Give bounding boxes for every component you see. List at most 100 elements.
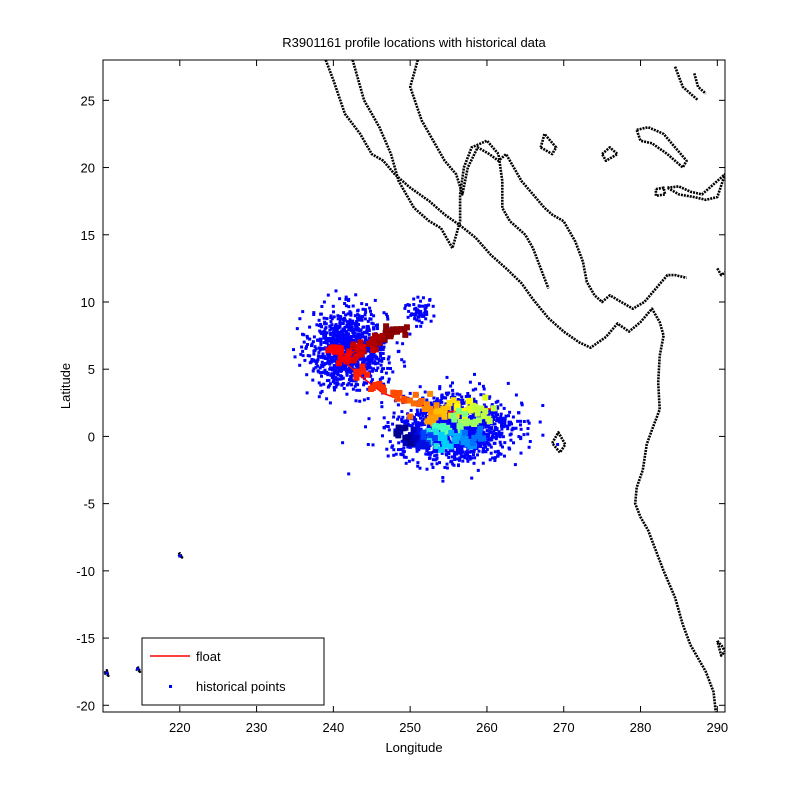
historical-point — [448, 411, 452, 415]
historical-point — [322, 382, 326, 386]
historical-point — [353, 384, 357, 388]
historical-point — [320, 363, 324, 367]
profile-location — [372, 332, 378, 339]
y-tick-label: 5 — [88, 362, 95, 377]
historical-point — [428, 456, 432, 460]
historical-point — [345, 392, 349, 396]
historical-point — [538, 420, 542, 424]
historical-point — [328, 354, 331, 358]
historical-point — [417, 448, 421, 452]
historical-point — [485, 448, 489, 451]
historical-point — [369, 309, 372, 313]
historical-point — [312, 311, 316, 315]
historical-point — [325, 317, 329, 321]
historical-point — [317, 381, 321, 385]
historical-point — [364, 425, 367, 429]
profile-location — [355, 344, 362, 351]
historical-point — [501, 445, 504, 449]
historical-point — [356, 316, 359, 320]
historical-point — [341, 321, 345, 325]
historical-point — [397, 441, 401, 445]
historical-point — [370, 378, 374, 382]
historical-point — [367, 417, 371, 421]
historical-point — [392, 415, 396, 419]
profile-location — [426, 417, 433, 424]
historical-point — [419, 299, 422, 303]
historical-point — [512, 441, 515, 445]
historical-point — [354, 336, 358, 340]
historical-point — [345, 340, 349, 344]
profile-location — [447, 443, 454, 450]
profile-location — [370, 343, 377, 350]
historical-point — [471, 388, 475, 392]
historical-point — [332, 310, 335, 314]
historical-point — [452, 444, 456, 447]
historical-point — [417, 315, 421, 319]
historical-point — [433, 449, 437, 453]
historical-point — [308, 361, 312, 365]
profile-location — [460, 439, 467, 446]
historical-point — [331, 380, 335, 384]
profile-location — [401, 396, 408, 402]
historical-point — [418, 385, 422, 389]
historical-point — [403, 364, 407, 368]
historical-point — [507, 423, 511, 427]
historical-point — [500, 431, 504, 435]
historical-point — [351, 304, 355, 308]
historical-point — [312, 335, 316, 339]
historical-point — [381, 434, 384, 438]
historical-point — [424, 412, 427, 416]
historical-point — [330, 342, 334, 346]
historical-point — [351, 379, 355, 383]
historical-point — [489, 438, 493, 442]
historical-point — [384, 371, 388, 375]
historical-point — [333, 358, 337, 362]
historical-point — [463, 456, 467, 460]
historical-point — [404, 455, 408, 459]
historical-point — [312, 367, 316, 371]
coastline-segment — [408, 60, 687, 311]
historical-point — [472, 461, 476, 465]
historical-point — [425, 313, 429, 316]
historical-point — [509, 438, 513, 442]
historical-point — [324, 334, 328, 338]
profile-location — [461, 429, 468, 436]
profile-location — [448, 429, 455, 436]
profile-location — [393, 326, 400, 333]
historical-point — [329, 316, 333, 320]
historical-point — [493, 441, 497, 445]
profile-location — [472, 404, 479, 411]
historical-point — [461, 454, 465, 458]
historical-point — [363, 357, 367, 361]
historical-point — [468, 416, 472, 420]
historical-point — [362, 398, 366, 402]
historical-point — [352, 333, 356, 337]
historical-point — [496, 450, 500, 454]
historical-point — [410, 424, 414, 428]
profile-location — [433, 402, 440, 409]
historical-point — [444, 402, 448, 406]
historical-point — [503, 454, 506, 458]
historical-point — [438, 385, 442, 389]
historical-point — [346, 325, 350, 329]
historical-point — [329, 382, 332, 386]
historical-point — [413, 307, 417, 311]
historical-point — [481, 430, 485, 434]
historical-point — [440, 393, 444, 397]
historical-point — [487, 425, 491, 428]
historical-point — [476, 453, 479, 457]
historical-point — [351, 321, 355, 325]
historical-point — [333, 324, 337, 328]
historical-point — [444, 391, 448, 395]
historical-point — [368, 317, 372, 321]
historical-point — [347, 381, 351, 385]
historical-point — [485, 429, 489, 433]
historical-point — [430, 462, 434, 466]
historical-point — [353, 327, 357, 331]
historical-point — [487, 396, 491, 400]
historical-point — [342, 367, 346, 371]
historical-point — [556, 442, 560, 446]
historical-point — [334, 327, 338, 331]
historical-point — [374, 362, 377, 366]
historical-point — [314, 347, 318, 351]
